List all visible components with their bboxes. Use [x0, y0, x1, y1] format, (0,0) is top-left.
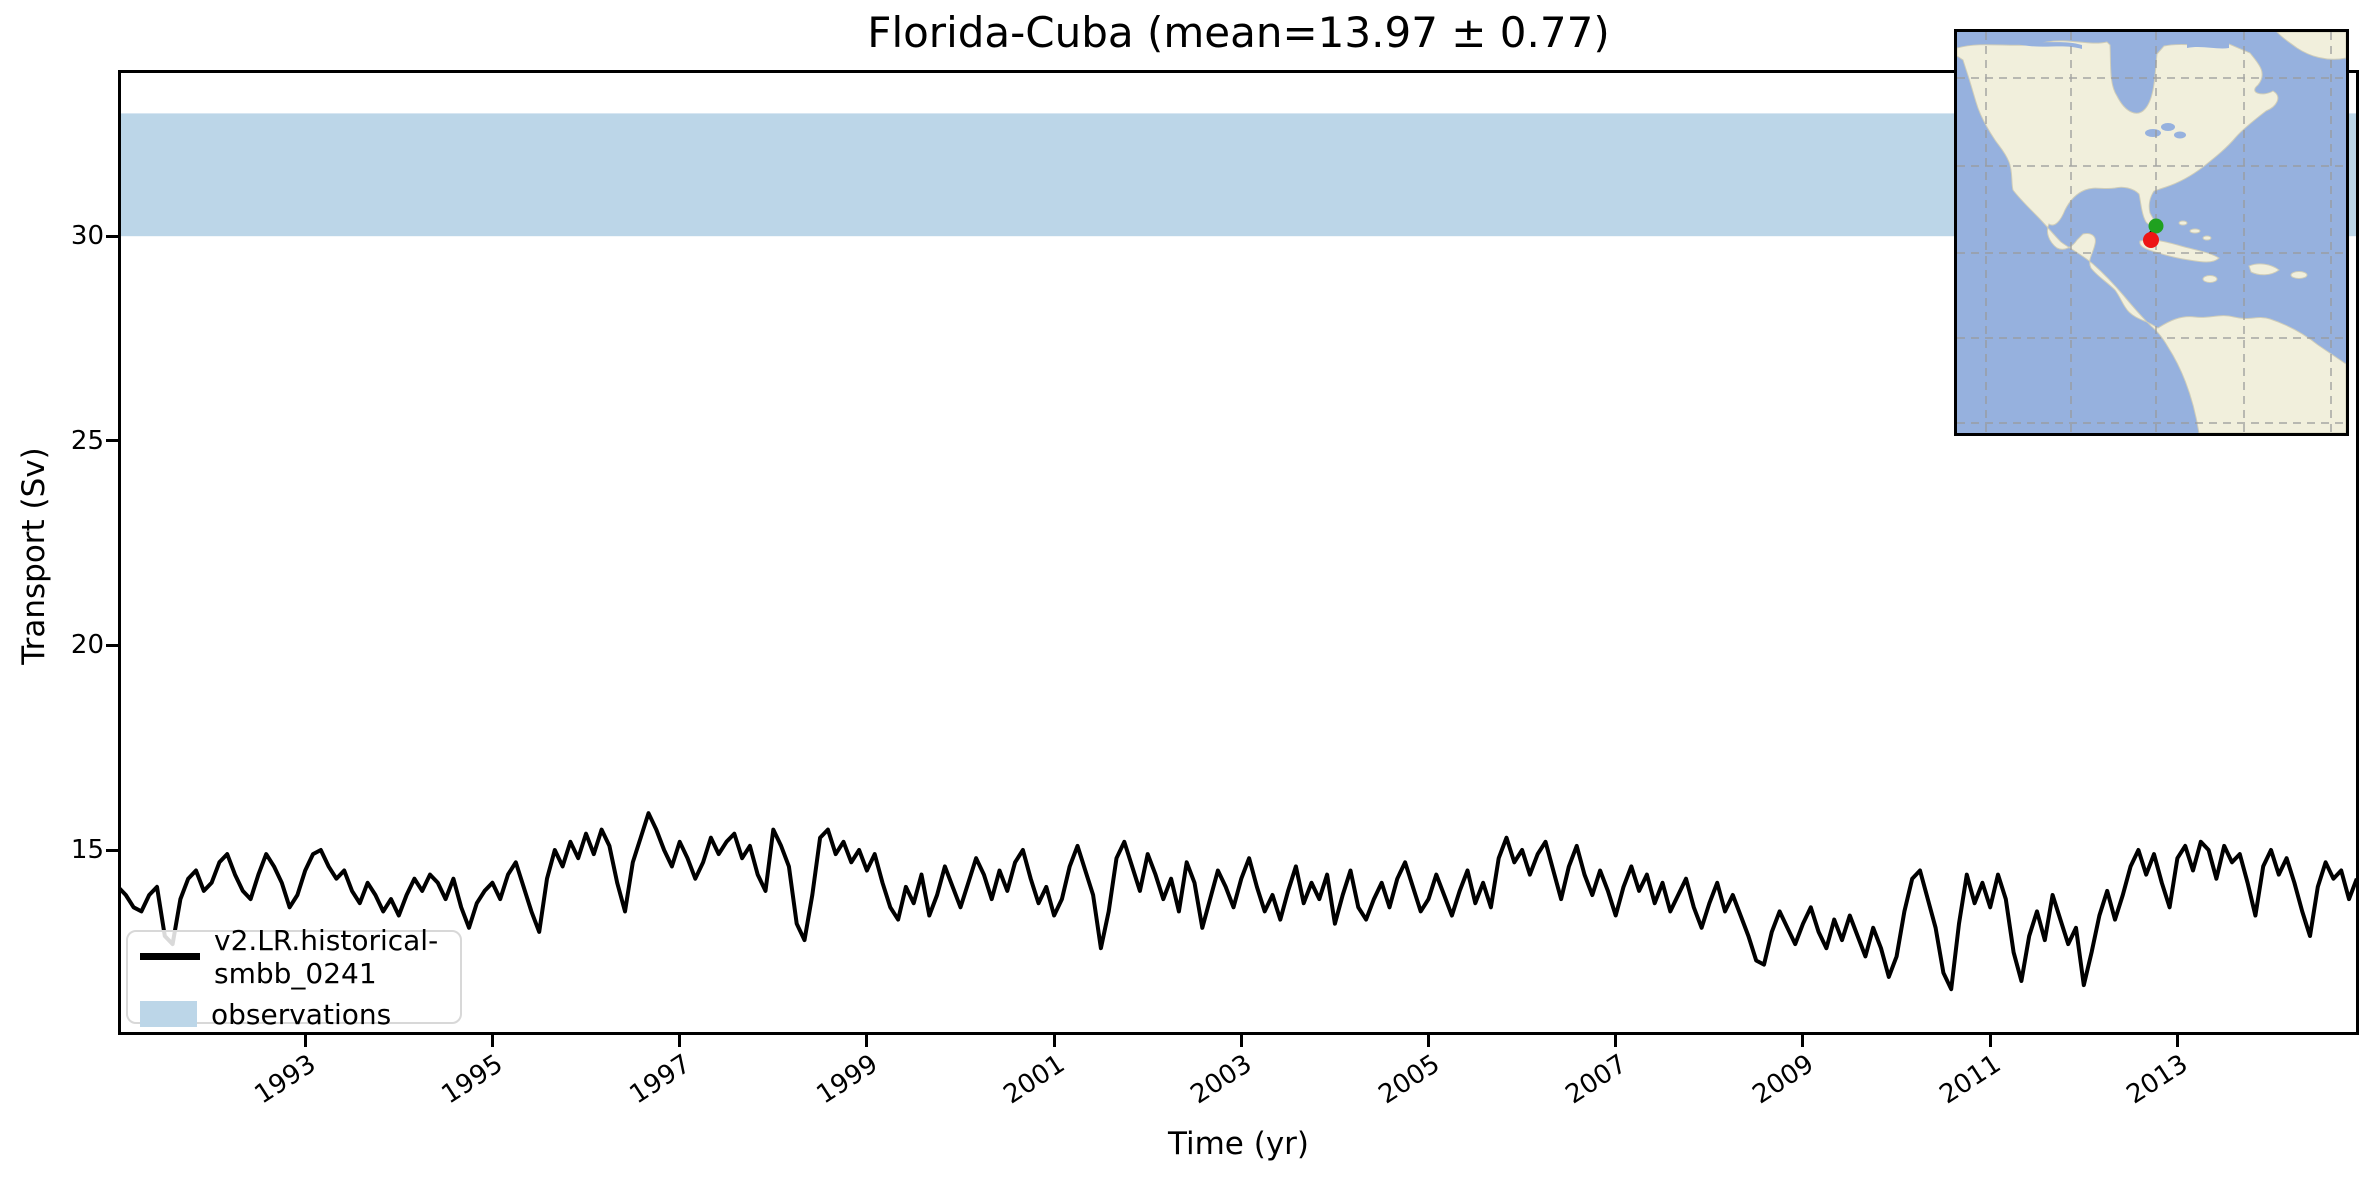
chart-title: Florida-Cuba (mean=13.97 ± 0.77): [867, 8, 1610, 57]
x-axis-label: Time (yr): [1168, 1126, 1309, 1162]
y-tick-mark: [106, 234, 118, 238]
map-land-cuba: [2139, 239, 2220, 263]
axes-spines: [118, 70, 2359, 1035]
x-tick-mark: [865, 1035, 869, 1047]
y-tick-mark: [106, 643, 118, 647]
y-tick-mark: [106, 848, 118, 852]
y-tick-label: 20: [70, 630, 104, 661]
legend-item-model: v2.LR.historical-smbb_0241: [140, 924, 448, 990]
x-tick-mark: [678, 1035, 682, 1047]
cuba-marker-icon: [2143, 232, 2159, 248]
map-arctic-channels: [2017, 40, 2229, 49]
x-tick-mark: [1614, 1035, 1618, 1047]
model-line-swatch: [140, 953, 200, 960]
map-caribbean-islands: [2178, 220, 2308, 283]
x-tick-mark: [303, 1035, 307, 1047]
y-tick-label: 30: [70, 221, 104, 252]
x-tick-mark: [1801, 1035, 1805, 1047]
x-tick-mark: [1988, 1035, 1992, 1047]
y-tick-mark: [106, 439, 118, 443]
legend-item-observations: observations: [140, 998, 448, 1031]
y-tick-label: 15: [70, 835, 104, 866]
legend-label-model: v2.LR.historical-smbb_0241: [214, 923, 439, 990]
x-tick-mark: [2175, 1035, 2179, 1047]
legend: v2.LR.historical-smbb_0241 observations: [126, 924, 462, 1031]
map-land-americas: [1957, 40, 2346, 433]
observations-swatch: [140, 1001, 197, 1027]
model-timeseries-line: [118, 811, 2359, 992]
x-tick-mark: [1427, 1035, 1431, 1047]
x-tick-mark: [1239, 1035, 1243, 1047]
florida-marker-icon: [2148, 218, 2164, 234]
legend-label-observations: observations: [211, 997, 392, 1031]
map-land-greenland: [2276, 32, 2346, 60]
map-great-lakes: [2145, 123, 2186, 139]
y-axis-label: Transport (Sv): [16, 447, 52, 665]
x-tick-mark: [1052, 1035, 1056, 1047]
inset-map: [1954, 29, 2349, 436]
x-tick-mark: [490, 1035, 494, 1047]
y-tick-label: 25: [70, 425, 104, 456]
